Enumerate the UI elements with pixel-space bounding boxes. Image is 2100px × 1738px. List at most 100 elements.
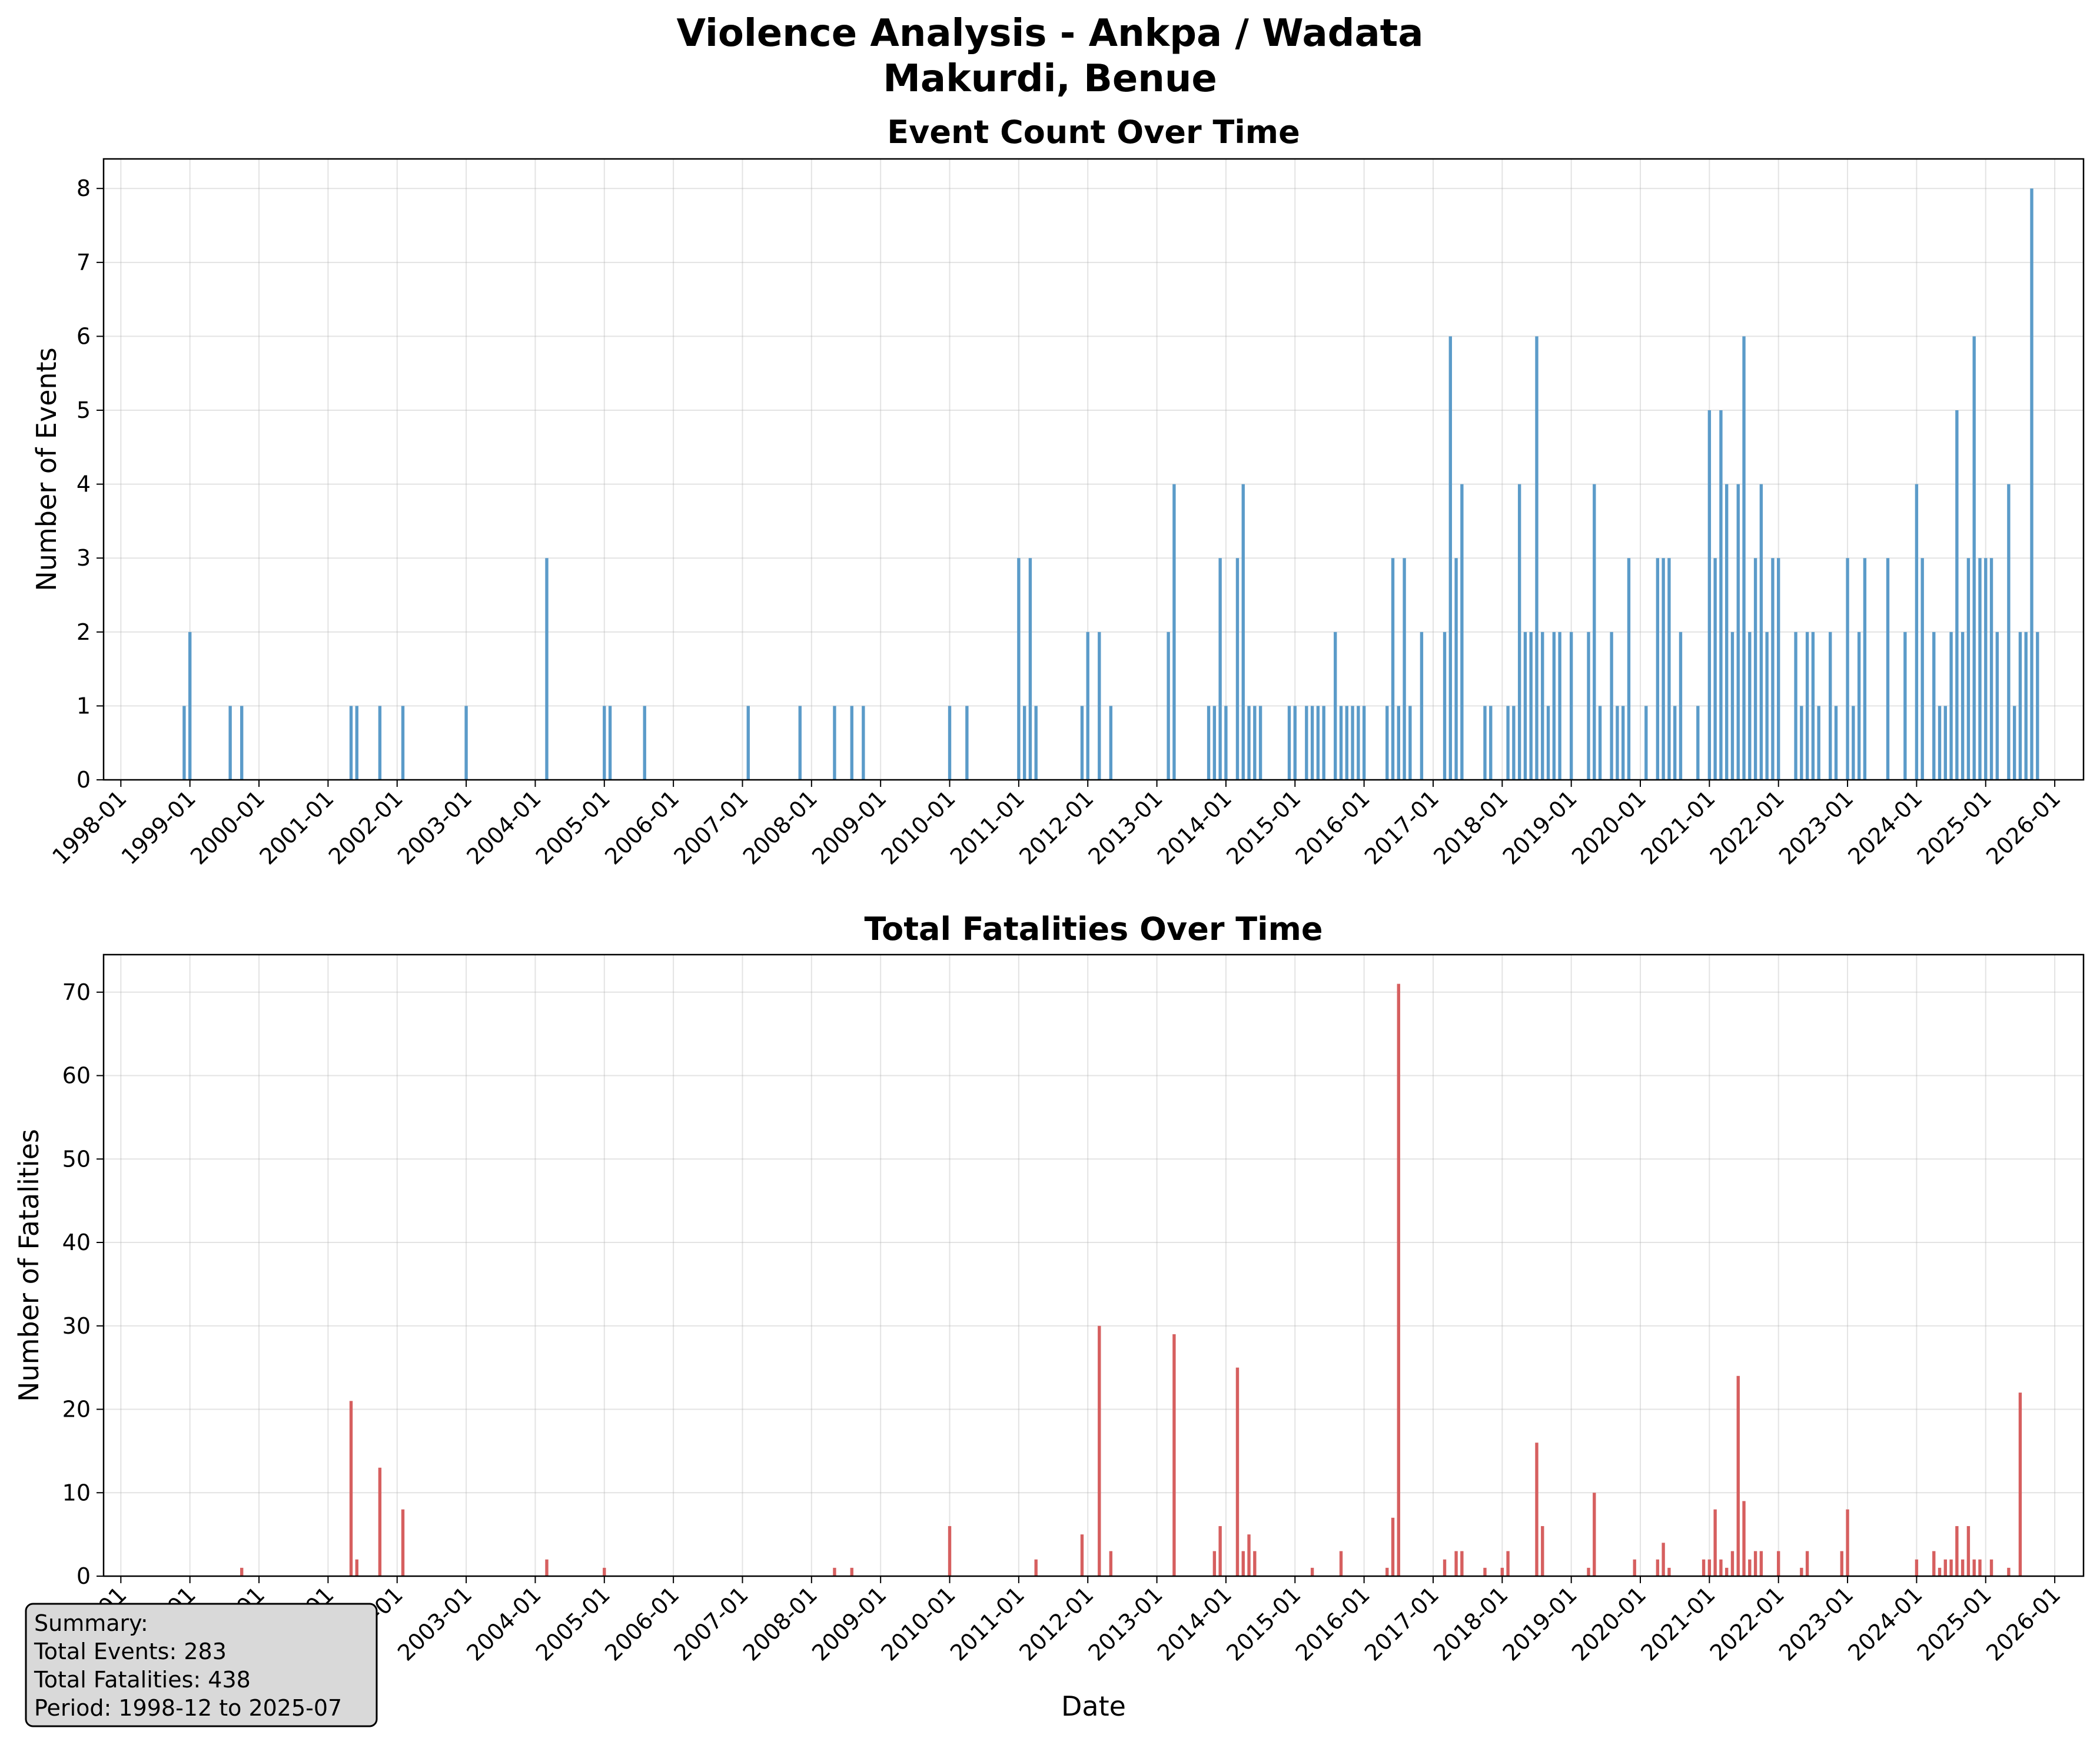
chart-1-bar: [1949, 632, 1953, 780]
chart-1-bar: [1662, 558, 1665, 780]
chart-2-ytick-label: 0: [77, 1563, 91, 1589]
chart-2-bar: [1989, 1559, 1993, 1576]
chart-1-bar: [1022, 706, 1026, 780]
chart-2-bar: [1748, 1559, 1752, 1576]
figure-title-line-2: Makurdi, Benue: [883, 57, 1217, 101]
chart-1-bar: [1903, 632, 1907, 780]
chart-1-bar: [1558, 632, 1561, 780]
chart-2-bar: [1943, 1559, 1947, 1576]
chart-2-bar: [1938, 1567, 1942, 1576]
chart-1-bar: [2018, 632, 2022, 780]
chart-2-bar: [355, 1559, 358, 1576]
chart-1-bar: [2012, 706, 2016, 780]
chart-1-bar: [1403, 558, 1406, 780]
chart-2-ytick-label: 70: [62, 979, 91, 1005]
chart-1-bar: [1736, 484, 1740, 780]
chart-1-bar: [1966, 558, 1971, 780]
chart-1-bar: [1420, 632, 1424, 780]
chart-2-ytick-label: 20: [62, 1397, 91, 1423]
chart-2-bar: [1535, 1443, 1539, 1576]
chart-1-bar: [1460, 484, 1464, 780]
chart-2-ytick-label: 60: [62, 1063, 91, 1089]
chart-1-bar: [1109, 706, 1113, 780]
chart-1-bar: [1852, 706, 1855, 780]
chart-2-bar: [1742, 1501, 1746, 1576]
chart-1-bar: [1978, 558, 1982, 780]
chart-1-ytick-label: 2: [77, 619, 91, 645]
chart-1-bar: [349, 706, 353, 780]
chart-2-bar: [1172, 1334, 1176, 1576]
chart-2-bar: [1719, 1559, 1723, 1576]
chart-1-ylabel: Number of Events: [31, 347, 62, 591]
chart-1-bar: [1972, 336, 1976, 780]
chart-2-bar: [1800, 1567, 1803, 1576]
chart-2-bar: [1978, 1559, 1982, 1576]
chart-1-bar: [965, 706, 969, 780]
chart-2-bar: [1725, 1567, 1729, 1576]
summary-period: Period: 1998-12 to 2025-07: [34, 1695, 342, 1721]
chart-1-bar: [1506, 706, 1510, 780]
chart-2-bar: [1949, 1559, 1953, 1576]
event-count-chart: 0123456781998-011999-012000-012001-01200…: [31, 114, 2085, 870]
chart-1-bar: [1541, 632, 1544, 780]
chart-1-bar: [1587, 632, 1590, 780]
chart-1-bar: [1080, 706, 1084, 780]
chart-1-bar: [1247, 706, 1251, 780]
chart-1-ytick-label: 7: [77, 250, 91, 275]
chart-1-bar: [228, 706, 232, 780]
chart-2-bar: [1235, 1367, 1240, 1576]
chart-1-bar: [1535, 336, 1539, 780]
chart-1-bar: [1984, 558, 1988, 780]
chart-1-ytick-label: 3: [77, 545, 91, 571]
chart-2-bar: [1506, 1551, 1510, 1576]
chart-1-bar: [1920, 558, 1924, 780]
chart-1-bar: [1805, 632, 1809, 780]
chart-1-bar: [850, 706, 853, 780]
chart-1-bar: [1345, 706, 1348, 780]
chart-1-bar: [1667, 558, 1671, 780]
chart-2-bar: [1500, 1567, 1504, 1576]
chart-1-bar: [1748, 632, 1752, 780]
chart-1-bar: [1995, 632, 1999, 780]
chart-1-bar: [608, 706, 612, 780]
chart-2-bar: [1247, 1534, 1251, 1576]
chart-2-bar: [1777, 1551, 1780, 1576]
chart-1-bar: [1610, 632, 1613, 780]
chart-1-bar: [1334, 632, 1337, 780]
chart-2-bar: [401, 1509, 405, 1576]
chart-1-bar: [1759, 484, 1763, 780]
chart-1-bar: [1886, 558, 1890, 780]
chart-1-bar: [1529, 632, 1533, 780]
chart-2-bar: [1034, 1559, 1038, 1576]
chart-1-bar: [1017, 558, 1021, 780]
chart-2-bar: [1915, 1559, 1919, 1576]
chart-1-bar: [1627, 558, 1631, 780]
chart-2-bar: [1736, 1375, 1740, 1576]
chart-2-ylabel: Number of Fatalities: [13, 1129, 45, 1402]
chart-1-bar: [1517, 484, 1521, 780]
chart-1-bar: [1397, 706, 1400, 780]
chart-1-bar: [1212, 706, 1217, 780]
summary-heading: Summary:: [34, 1610, 148, 1636]
chart-1-bar: [1621, 706, 1625, 780]
chart-2-bar: [1593, 1493, 1596, 1576]
chart-2-bar: [1385, 1567, 1389, 1576]
chart-2-bar: [240, 1567, 244, 1576]
chart-1-bar: [1293, 706, 1297, 780]
chart-1-bar: [188, 632, 192, 780]
chart-1-bar: [2030, 188, 2033, 780]
chart-1-bar: [1287, 706, 1291, 780]
chart-1-ytick-label: 5: [77, 397, 91, 423]
chart-1-bar: [1086, 632, 1089, 780]
chart-1-bar: [182, 706, 186, 780]
chart-1-bar: [1679, 632, 1683, 780]
chart-2-bar: [1972, 1559, 1976, 1576]
chart-1-bar: [1753, 558, 1757, 780]
chart-2-bar: [1840, 1551, 1843, 1576]
chart-1-bar: [1034, 706, 1038, 780]
chart-2-ytick-label: 50: [62, 1146, 91, 1172]
chart-2-bar: [1218, 1526, 1222, 1576]
chart-1-bar: [1955, 410, 1959, 780]
chart-2-bar: [1310, 1567, 1314, 1576]
chart-2-bar: [1483, 1567, 1487, 1576]
